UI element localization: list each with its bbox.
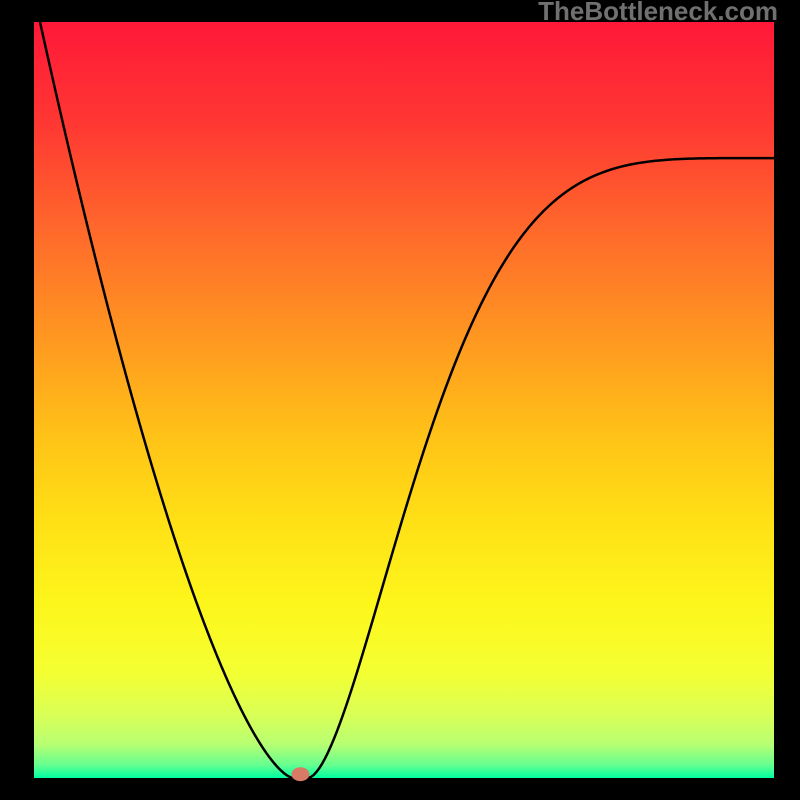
watermark-text: TheBottleneck.com [538, 0, 778, 27]
chart-container: TheBottleneck.com [0, 0, 800, 800]
plot-gradient-area [34, 22, 774, 778]
